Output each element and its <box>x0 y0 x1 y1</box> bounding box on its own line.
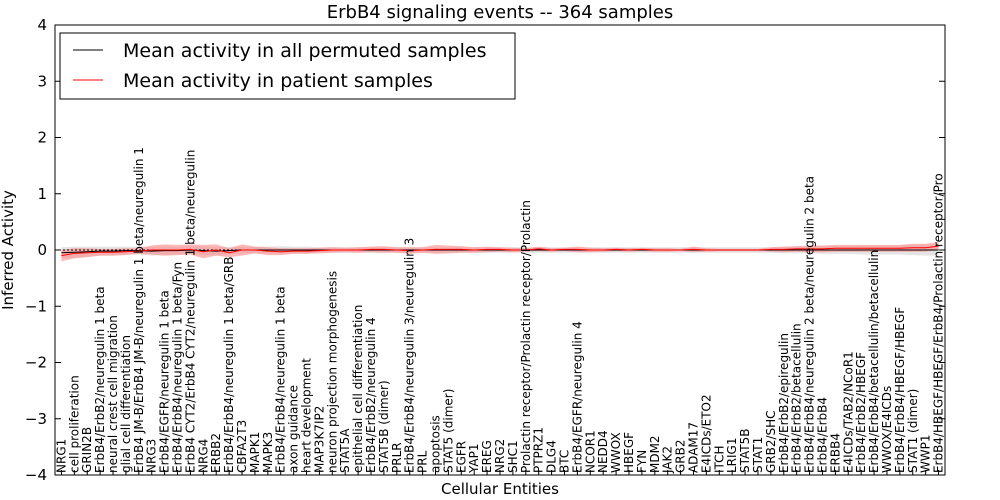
x-tick-label: WWP1 <box>919 434 933 473</box>
x-tick-label: ErbB4/ErbB4/HBEGF/HBEGF <box>893 307 907 473</box>
x-tick-label: ErbB4/ErbB2/HBEGF <box>854 352 868 473</box>
x-tick-label: ErbB4 JM-B/ErbB4 JM-B/neuregulin 1 beta/… <box>132 147 146 473</box>
legend-label-patient: Mean activity in patient samples <box>123 70 433 92</box>
x-tick-label: ErbB4/ErbB4 <box>816 397 830 473</box>
x-tick-label: NEDD4 <box>596 430 610 473</box>
x-tick-label: WWOX/E4ICDs <box>880 386 894 473</box>
x-tick-label: PRLR <box>390 442 404 473</box>
x-tick-label: GRIN2B <box>80 427 94 473</box>
x-tick-label: ErbB4/ErbB4/neuregulin 3/neuregulin 3 <box>403 238 417 473</box>
x-tick-label: JAK2 <box>661 446 675 474</box>
x-tick-label: PTPRZ1 <box>532 427 546 473</box>
x-tick-label: neuron projection morphogenesis <box>325 271 339 473</box>
x-tick-label: axon guidance <box>287 385 301 473</box>
y-tick-label: −3 <box>25 410 47 428</box>
x-tick-label: MDM2 <box>648 435 662 473</box>
x-tick-label: NCOR1 <box>583 430 597 473</box>
x-tick-label: MAPK3 <box>261 432 275 473</box>
chart: ErbB4 signaling events -- 364 samples −4… <box>0 0 1000 500</box>
x-tick-label: SHC1 <box>506 440 520 473</box>
x-tick-label: YAP1 <box>467 444 481 474</box>
x-tick-label: NRG3 <box>145 439 159 473</box>
x-tick-label: ADAM17 <box>687 422 701 473</box>
x-tick-label: NRG1 <box>54 439 68 473</box>
legend-label-permuted: Mean activity in all permuted samples <box>123 40 486 62</box>
x-tick-label: heart development <box>300 358 314 473</box>
x-tick-label: ErbB4/ErbB2/neuregulin 1 beta <box>93 286 107 473</box>
x-tick-label: EREG <box>480 440 494 473</box>
x-tick-label: BTC <box>558 450 572 473</box>
x-tick-label: glial cell differentiation <box>119 335 133 473</box>
x-tick-label: ERBB2 <box>209 433 223 473</box>
x-tick-label: PRL <box>416 450 430 473</box>
x-tick-label: ErbB4/HBEGF/HBEGF/ErbB4/Prolactin recept… <box>932 173 946 473</box>
x-tick-label: GRB2 <box>674 440 688 474</box>
x-tick-label: MAPK1 <box>248 432 262 473</box>
y-tick-label: −1 <box>25 297 47 315</box>
y-tick-label: 1 <box>37 185 47 203</box>
x-tick-label: ErbB4/ErbB4/betacellulin/betacellulin <box>867 250 881 473</box>
y-tick-label: 3 <box>37 72 47 90</box>
x-tick-label: EGFR <box>454 441 468 473</box>
x-tick-label: ErbB4/ErbB4/neuregulin 1 beta/GRB <box>222 257 236 473</box>
x-tick-label: E4ICDs/ETO2 <box>699 394 713 473</box>
x-tick-label: CBFA2T3 <box>235 420 249 473</box>
y-axis-label: Inferred Activity <box>0 190 17 310</box>
x-tick-label: ErbB4/ErbB2/neuregulin 4 <box>364 317 378 473</box>
x-tick-label: Prolactin receptor/Prolactin receptor/Pr… <box>519 200 533 473</box>
x-tick-label: GRB2/SHC <box>764 410 778 473</box>
x-tick-label: STAT1 (dimer) <box>906 389 920 473</box>
y-tick-label: −4 <box>25 466 47 484</box>
x-tick-label: NRG2 <box>493 439 507 473</box>
y-tick-label: 4 <box>37 16 47 34</box>
x-tick-label: HBEGF <box>622 432 636 473</box>
x-tick-label: ITCH <box>712 445 726 473</box>
x-tick-label: ErbB4/ErbB4/neuregulin 2 beta/neuregulin… <box>803 176 817 473</box>
x-tick-label: STAT1 <box>751 437 765 473</box>
x-tick-label: ErbB4/ErbB4/neuregulin 1 beta <box>274 286 288 473</box>
x-tick-label: neural crest cell migration <box>106 315 120 473</box>
x-axis-label: Cellular Entities <box>441 480 559 498</box>
x-tick-label: ErbB4/ErbB2/betacellulin <box>790 323 804 473</box>
x-tick-label: ErbB4/EGFR/neuregulin 4 <box>570 321 584 473</box>
x-tick-label: E4ICDs/TAB2/NCoR1 <box>841 351 855 473</box>
x-tick-label: LRIG1 <box>725 438 739 474</box>
x-tick-label: FYN <box>635 450 649 473</box>
y-tick-label: 0 <box>37 241 47 259</box>
x-tick-label: NRG4 <box>196 439 210 473</box>
x-tick-label: ErbB4/ErbB2/epiregulin <box>777 333 791 473</box>
legend: Mean activity in all permuted samples Me… <box>60 33 515 99</box>
x-tick-label: DLG4 <box>545 440 559 473</box>
chart-title: ErbB4 signaling events -- 364 samples <box>327 2 674 23</box>
y-tick-label: 2 <box>37 129 47 147</box>
x-tick-label: STAT5 (dimer) <box>441 389 455 473</box>
x-tick-label: cell proliferation <box>67 375 81 473</box>
x-tick-label: ErbB4 CYT2/ErbB4 CYT2/neuregulin 1 beta/… <box>183 150 197 473</box>
x-tick-label: WWOX <box>609 432 623 473</box>
x-tick-label: ERBB4 <box>828 433 842 473</box>
x-tick-label: epithelial cell differentiation <box>351 305 365 473</box>
x-tick-label: ErbB4/EGFR/neuregulin 1 beta <box>158 290 172 473</box>
x-tick-label: STAT5A <box>338 428 352 473</box>
x-tick-label: MAP3K7IP2 <box>312 406 326 473</box>
x-tick-label: apoptosis <box>429 415 443 473</box>
x-tick-label: STAT5B (dimer) <box>377 380 391 473</box>
y-tick-label: −2 <box>25 354 47 372</box>
x-tick-label: STAT5B <box>738 429 752 474</box>
x-tick-label: ErbB4/ErbB4/neuregulin 1 beta/Fyn <box>171 262 185 473</box>
